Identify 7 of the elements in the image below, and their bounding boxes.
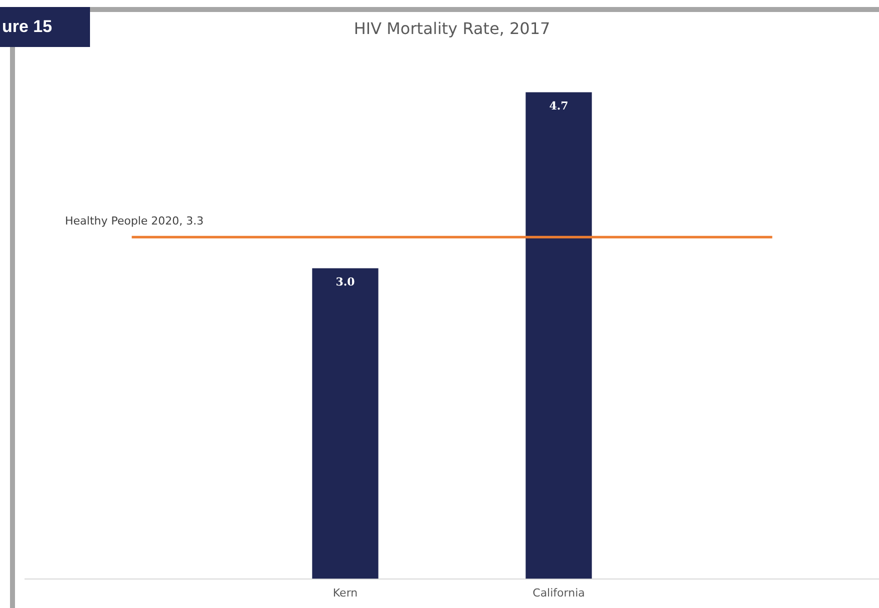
x-tick-label: Kern [332,586,358,600]
x-tick-label: California [532,586,585,600]
ref-line-label: Healthy People 2020, 3.3 [65,214,204,228]
data-label: 3.0 [336,276,356,289]
chart-title: HIV Mortality Rate, 2017 [354,18,550,38]
text: ure 15 [2,17,52,37]
data-label: 4.7 [549,100,568,113]
